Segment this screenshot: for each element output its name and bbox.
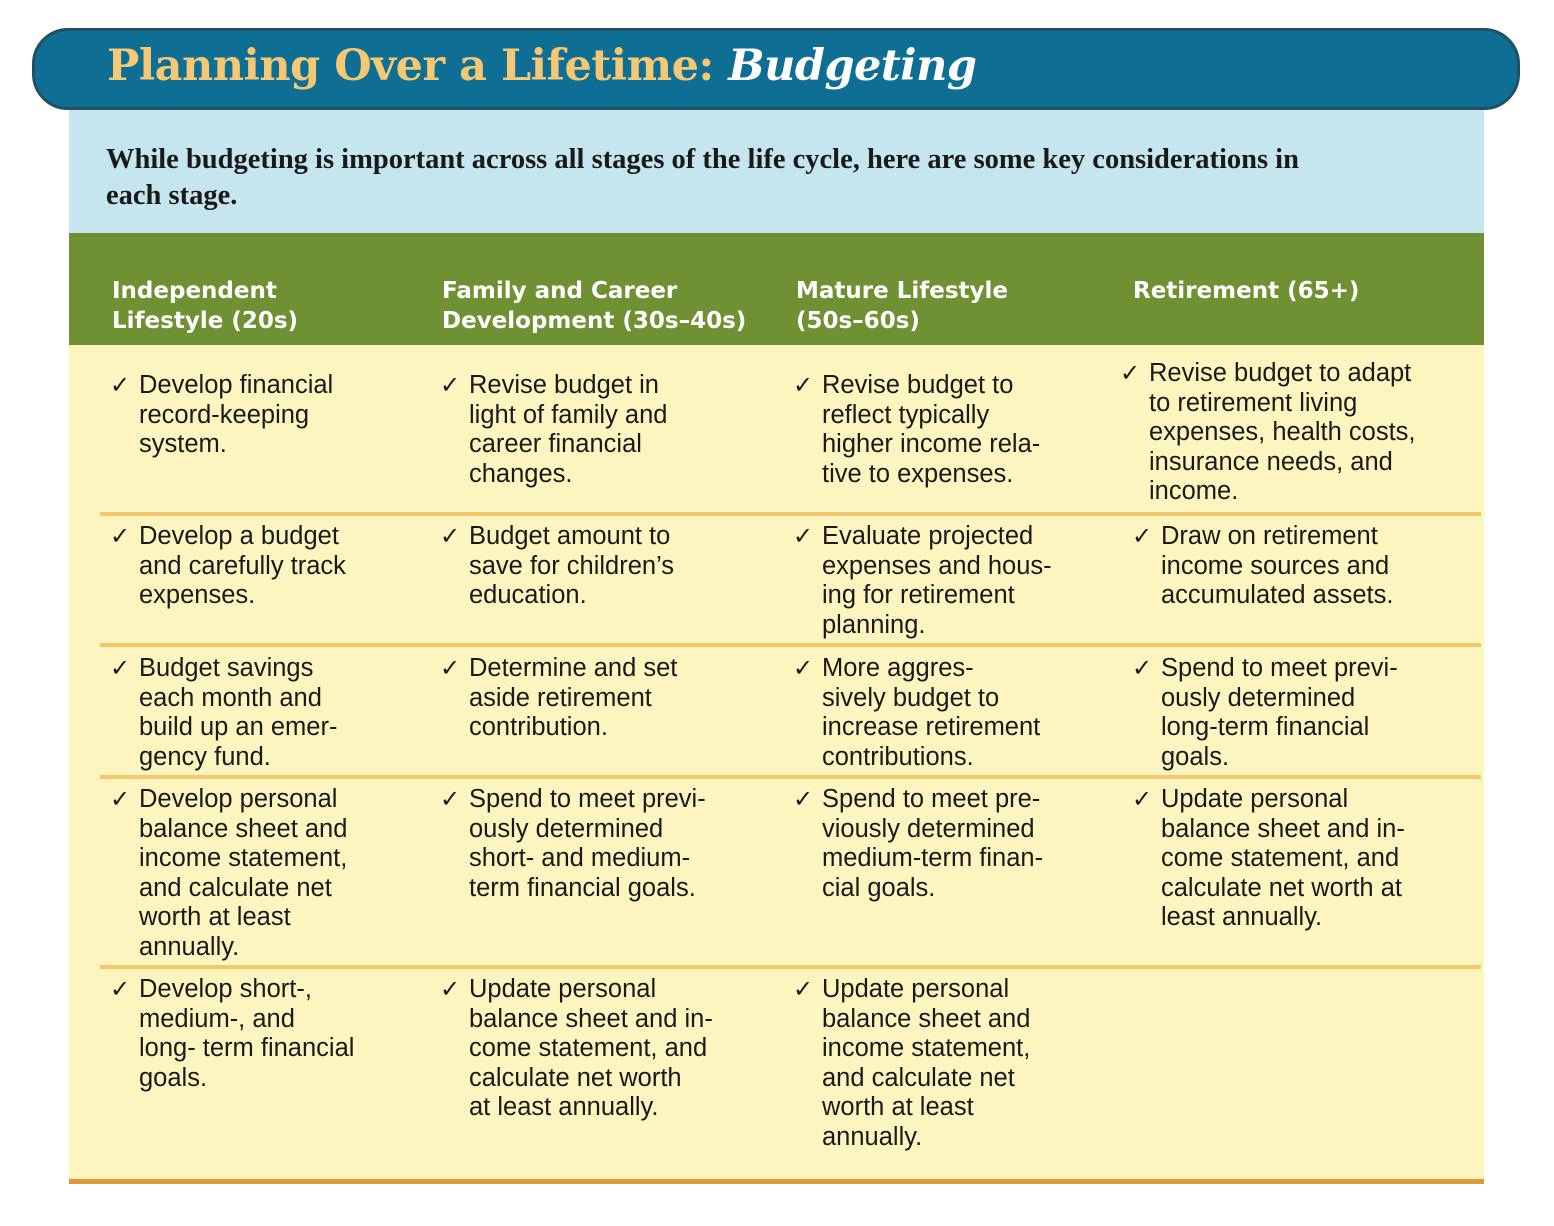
- title-emphasis: Budgeting: [728, 41, 977, 91]
- table-body: [69, 345, 1484, 1181]
- check-icon: ✓: [110, 975, 131, 1003]
- column-header-mature: Mature Lifestyle (50s–60s): [796, 278, 1009, 334]
- title-main: Planning Over a Lifetime:: [107, 41, 729, 91]
- cell-text: Determine and set aside retirement contr…: [469, 654, 678, 741]
- table-cell: ✓ Develop financial record-keeping system…: [110, 371, 333, 460]
- intro-text: While budgeting is important across all …: [106, 144, 1299, 211]
- cell-text: Develop financial record-keeping system.: [139, 371, 334, 458]
- check-icon: ✓: [793, 371, 814, 399]
- cell-text: Develop personal balance sheet and incom…: [139, 785, 348, 961]
- cell-text: More aggres- sively budget to increase r…: [822, 654, 1041, 771]
- table-cell: ✓ Develop a budget and carefully track ex…: [110, 522, 346, 611]
- cell-text: Budget amount to save for children’s edu…: [469, 522, 675, 609]
- table-cell: ✓ Draw on retirement income sources and a…: [1132, 522, 1393, 611]
- table-cell: ✓ Develop personal balance sheet and inco…: [110, 785, 347, 962]
- title-banner: Planning Over a Lifetime: Budgeting: [32, 28, 1520, 110]
- check-icon: ✓: [440, 785, 461, 813]
- table-cell: ✓ Budget savings each month and build up …: [110, 654, 337, 772]
- table-cell: ✓ Budget amount to save for children’s ed…: [440, 522, 674, 611]
- check-icon: ✓: [793, 785, 814, 813]
- intro-panel: While budgeting is important across all …: [69, 110, 1484, 233]
- check-icon: ✓: [440, 654, 461, 682]
- table-cell: ✓ Update personal balance sheet and in- c…: [440, 975, 713, 1123]
- table-cell: ✓ Revise budget to reflect typically high…: [793, 371, 1040, 489]
- cell-text: Draw on retirement income sources and ac…: [1161, 522, 1394, 609]
- cell-text: Revise budget to adapt to retirement liv…: [1149, 359, 1416, 505]
- table-cell: ✓ Update personal balance sheet and in- c…: [1132, 785, 1405, 933]
- check-icon: ✓: [1132, 654, 1153, 682]
- table-cell: ✓ Revise budget to adapt to retirement li…: [1120, 359, 1416, 507]
- check-icon: ✓: [110, 371, 131, 399]
- cell-text: Update personal balance sheet and in- co…: [469, 975, 713, 1121]
- cell-text: Spend to meet pre- viously determined me…: [822, 785, 1044, 902]
- table-cell: ✓ Spend to meet pre- viously determined m…: [793, 785, 1043, 903]
- table-bottom-rule: [69, 1179, 1484, 1184]
- check-icon: ✓: [1120, 359, 1141, 387]
- cell-text: Budget savings each month and build up a…: [139, 654, 338, 771]
- table-cell: ✓ Spend to meet previ- ously determined l…: [1132, 654, 1398, 772]
- check-icon: ✓: [1132, 785, 1153, 813]
- cell-text: Evaluate projected expenses and hous- in…: [822, 522, 1052, 639]
- check-icon: ✓: [110, 785, 131, 813]
- table-cell: ✓ Evaluate projected expenses and hous- i…: [793, 522, 1052, 640]
- column-header-family-career: Family and Career Development (30s–40s): [442, 278, 747, 334]
- table-cell: ✓ Revise budget in light of family and ca…: [440, 371, 667, 489]
- table-cell: ✓ More aggres- sively budget to increase …: [793, 654, 1040, 772]
- table-cell: ✓ Determine and set aside retirement cont…: [440, 654, 677, 743]
- check-icon: ✓: [440, 371, 461, 399]
- page-title: Planning Over a Lifetime: Budgeting: [107, 41, 977, 91]
- table-cell: ✓ Spend to meet previ- ously determined s…: [440, 785, 706, 903]
- row-divider: [100, 512, 1481, 516]
- cell-text: Spend to meet previ- ously determined sh…: [469, 785, 706, 902]
- column-header-independent: Independent Lifestyle (20s): [112, 278, 299, 334]
- cell-text: Revise budget to reflect typically highe…: [822, 371, 1041, 488]
- table-header: Independent Lifestyle (20s) Family and C…: [69, 233, 1484, 345]
- row-divider: [100, 643, 1481, 647]
- check-icon: ✓: [1132, 522, 1153, 550]
- cell-text: Develop a budget and carefully track exp…: [139, 522, 346, 609]
- check-icon: ✓: [110, 654, 131, 682]
- cell-text: Revise budget in light of family and car…: [469, 371, 668, 488]
- row-divider: [100, 775, 1481, 779]
- check-icon: ✓: [793, 522, 814, 550]
- cell-text: Develop short-, medium-, and long- term …: [139, 975, 355, 1092]
- check-icon: ✓: [110, 522, 131, 550]
- column-header-retirement: Retirement (65+): [1133, 278, 1360, 304]
- row-divider: [100, 965, 1481, 969]
- check-icon: ✓: [440, 975, 461, 1003]
- cell-text: Update personal balance sheet and income…: [822, 975, 1031, 1151]
- check-icon: ✓: [440, 522, 461, 550]
- cell-text: Update personal balance sheet and in- co…: [1161, 785, 1405, 931]
- cell-text: Spend to meet previ- ously determined lo…: [1161, 654, 1398, 771]
- table-cell: ✓ Develop short-, medium-, and long- term…: [110, 975, 354, 1093]
- table-cell: ✓ Update personal balance sheet and incom…: [793, 975, 1030, 1152]
- check-icon: ✓: [793, 654, 814, 682]
- check-icon: ✓: [793, 975, 814, 1003]
